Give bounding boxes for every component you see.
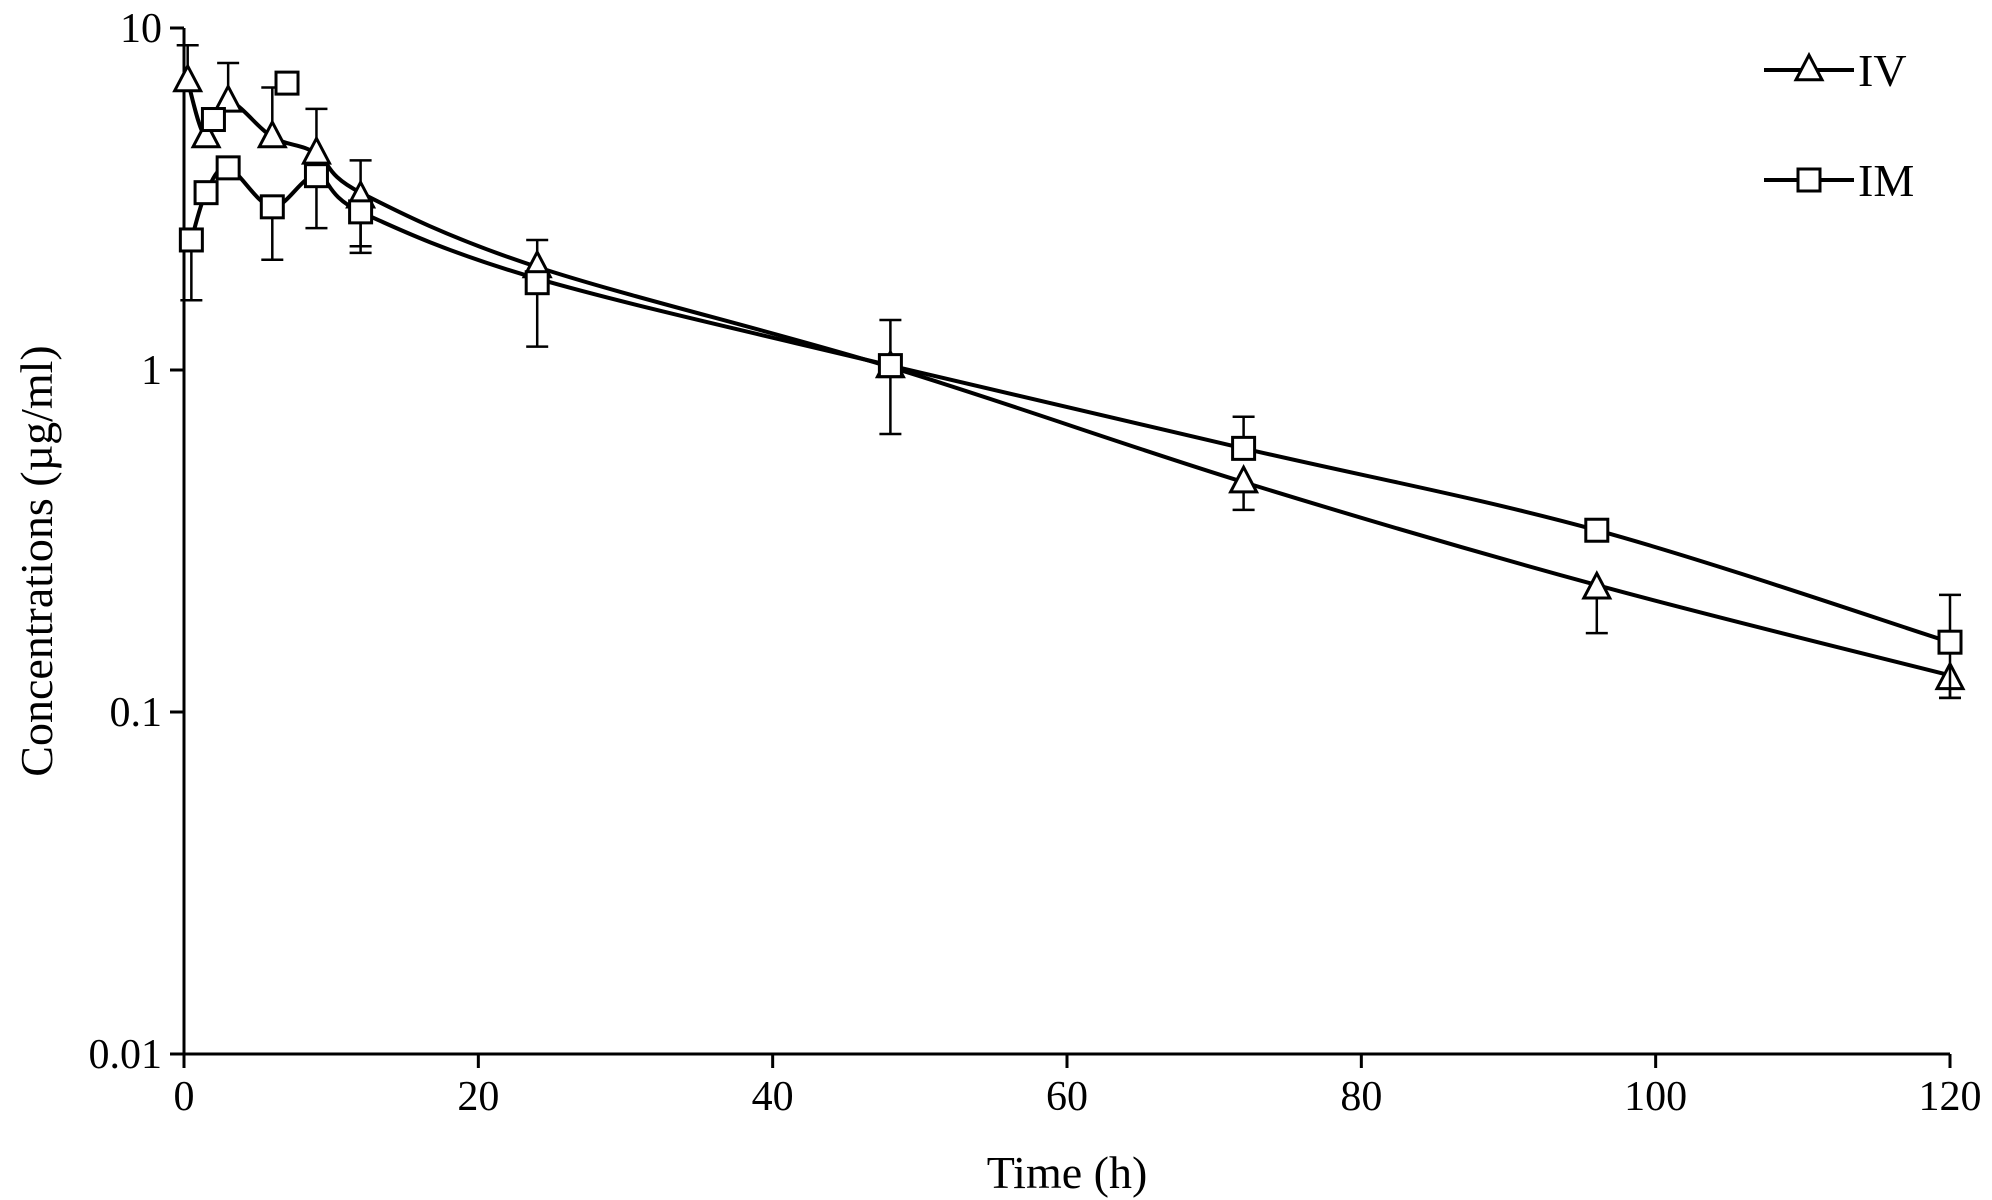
plot-area [172, 44, 1966, 700]
y-tick-label: 1 [141, 348, 162, 394]
data-point-im [259, 194, 285, 220]
data-point-iv [300, 135, 332, 165]
x-tick-label: 80 [1340, 1074, 1382, 1120]
legend-marker-im [1796, 167, 1822, 193]
legend-marker-iv [1793, 51, 1825, 82]
legend: IV IM [1764, 45, 1914, 206]
data-point-iv [1228, 463, 1260, 494]
x-tick-label: 100 [1624, 1074, 1687, 1120]
x-tick-label: 0 [174, 1074, 195, 1120]
data-point-im [1231, 435, 1257, 461]
data-point-im [1937, 629, 1963, 655]
data-point-iv [256, 118, 288, 149]
x-tick-label: 60 [1046, 1074, 1088, 1120]
data-point-im [348, 199, 374, 225]
series-line-iv [185, 80, 1951, 678]
x-tick-label: 20 [457, 1074, 499, 1120]
y-tick-label: 0.1 [110, 690, 163, 736]
x-tick-label: 40 [752, 1074, 794, 1120]
data-point-iv [1581, 570, 1613, 600]
axes: 0 20 40 60 80 100 120 0.01 0.1 1 10 [89, 6, 1982, 1120]
data-point-im [524, 270, 550, 296]
y-axis-title: Concentrations (µg/ml) [11, 345, 62, 776]
data-point-im [215, 155, 241, 181]
data-point-im [877, 353, 903, 379]
series-im [178, 70, 1963, 700]
x-axis-title: Time (h) [987, 1147, 1148, 1198]
y-tick-label: 10 [120, 6, 162, 52]
data-point-im [200, 107, 226, 133]
data-point-iv [190, 118, 222, 149]
legend-label-im: IM [1858, 155, 1914, 206]
data-point-iv [172, 62, 204, 93]
legend-label-iv: IV [1858, 45, 1907, 96]
series-line-im [189, 165, 1951, 645]
data-point-im [303, 163, 329, 189]
data-point-im [178, 227, 204, 253]
series-iv [172, 44, 1966, 700]
data-point-im [1584, 517, 1610, 543]
x-tick-label: 120 [1919, 1074, 1982, 1120]
data-point-im [193, 180, 219, 206]
y-tick-label: 0.01 [89, 1032, 163, 1078]
data-point-iv [212, 83, 244, 113]
data-point-im [274, 70, 300, 96]
